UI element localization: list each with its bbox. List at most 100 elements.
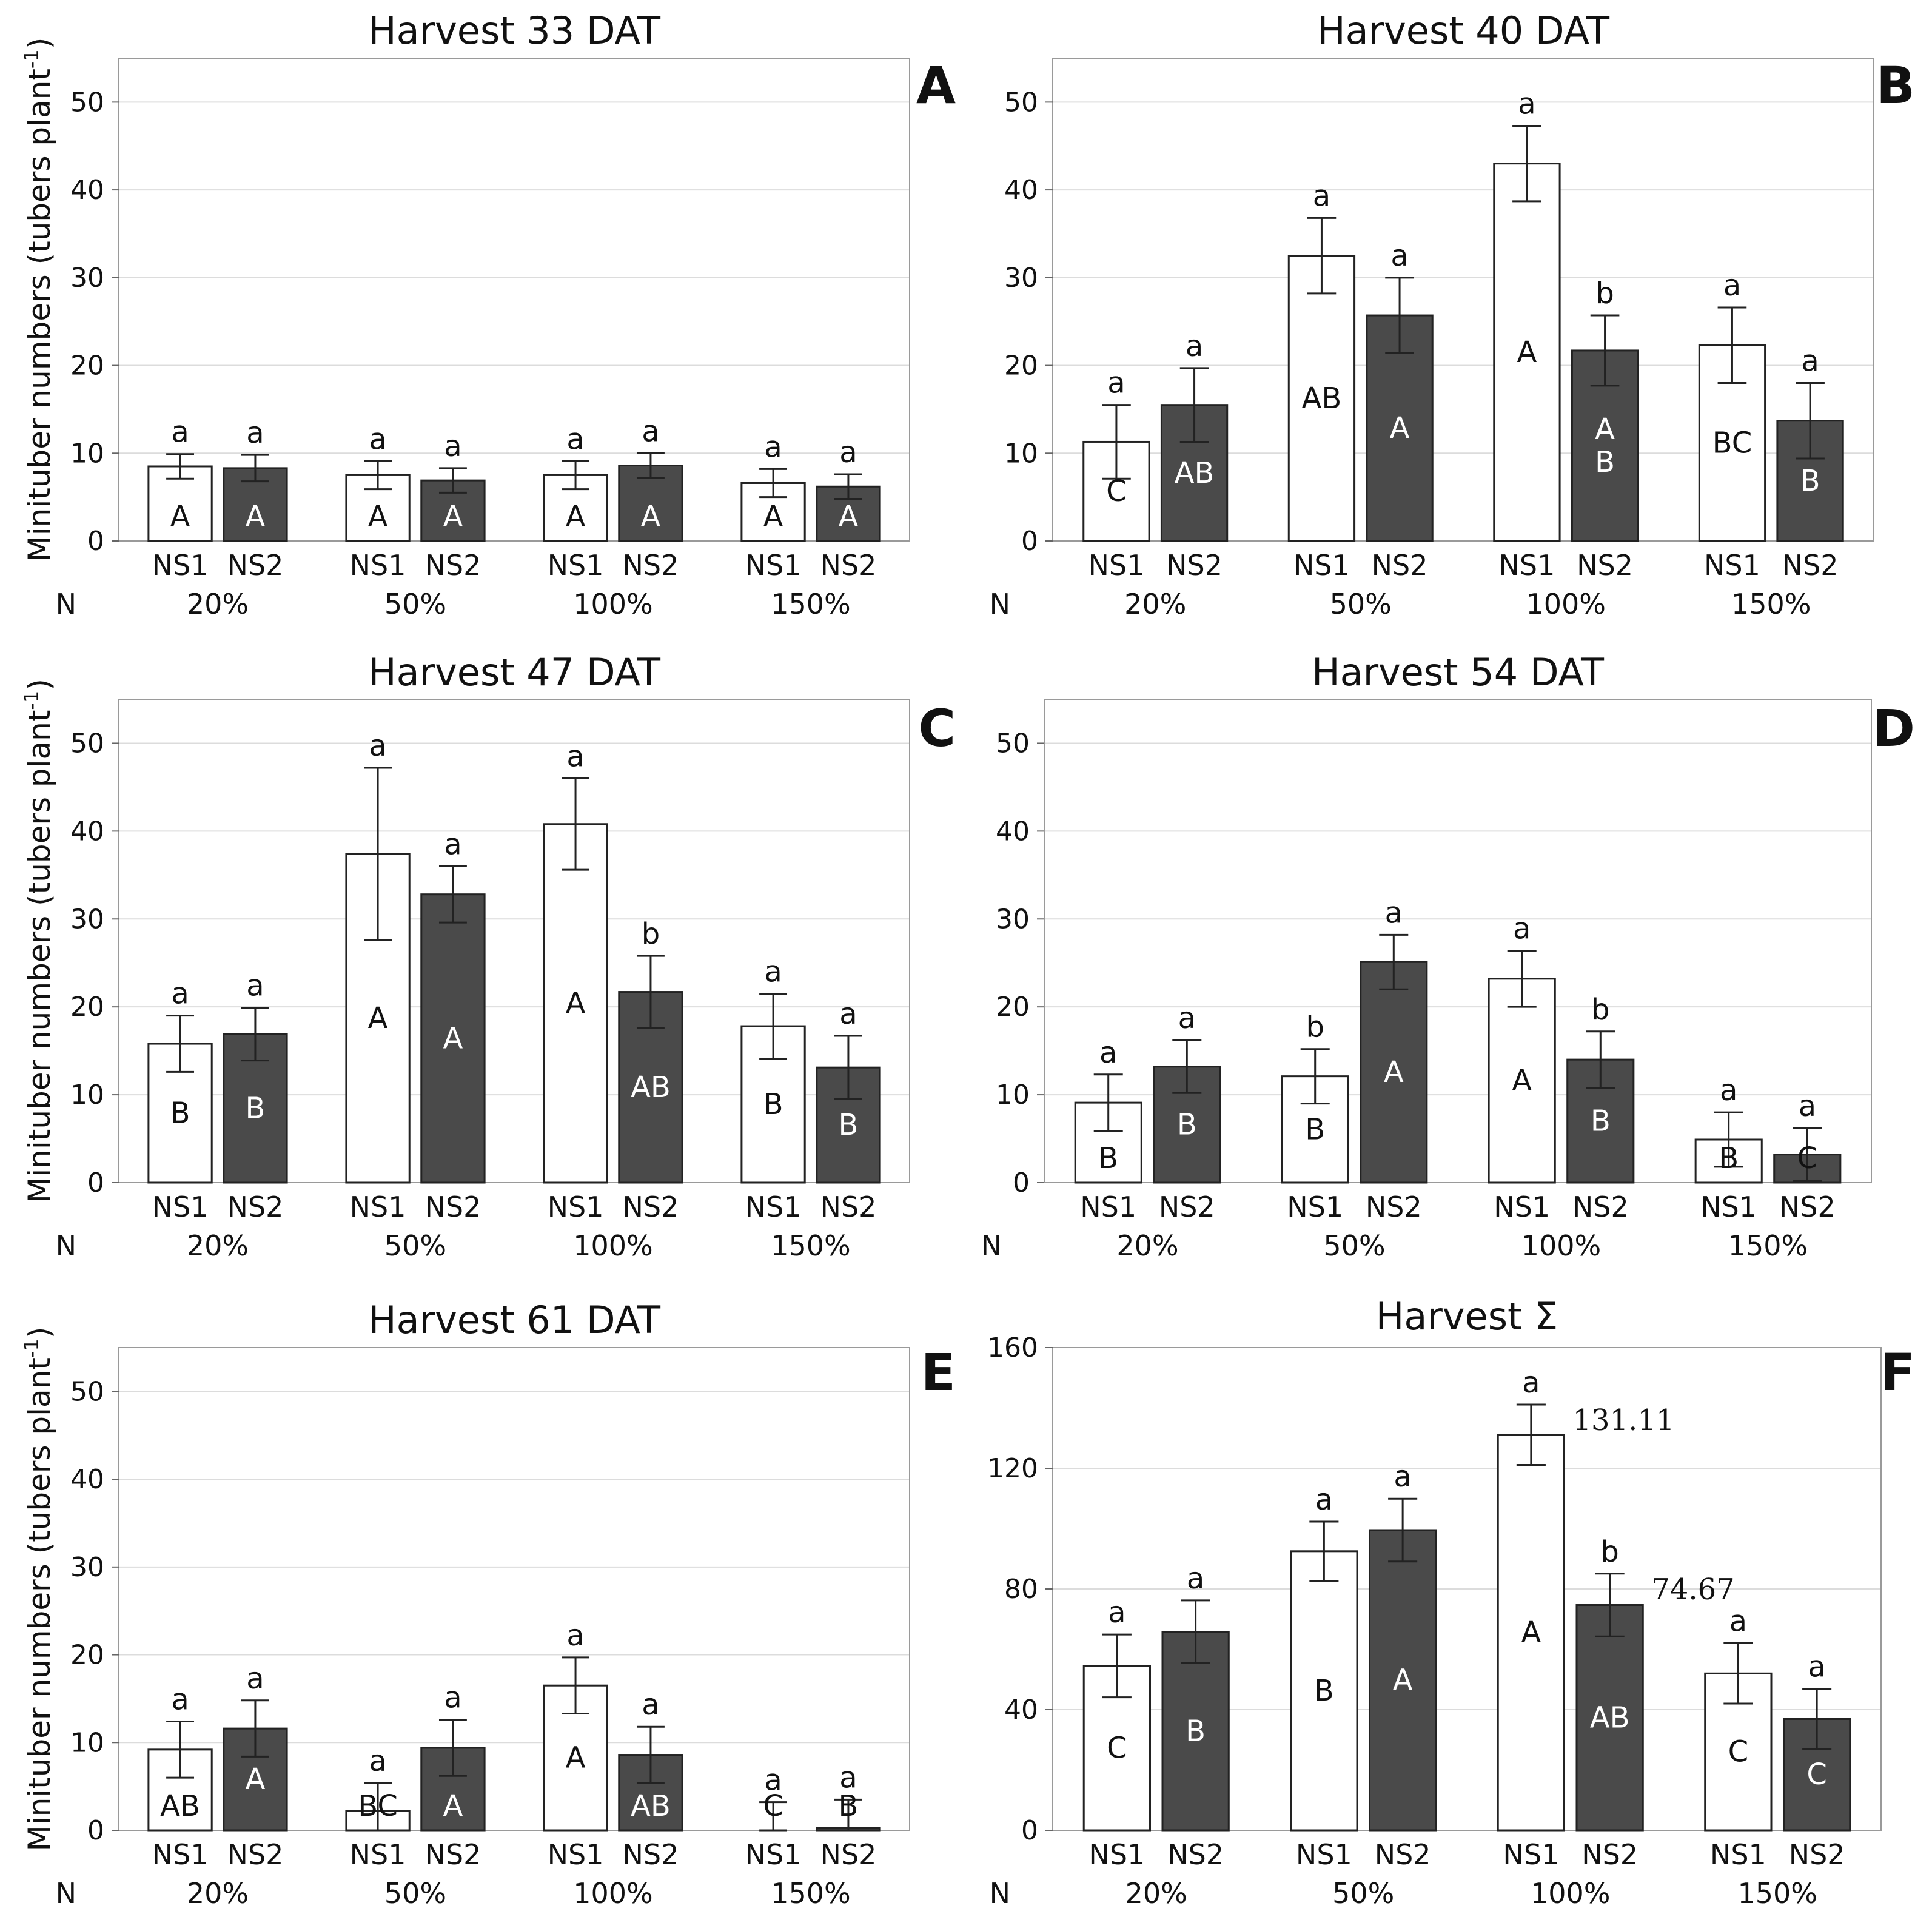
significance-uppercase: B <box>838 1108 858 1142</box>
significance-lowercase: a <box>171 977 189 1011</box>
y-tick-label: 40 <box>996 816 1030 847</box>
group-label: 100% <box>1531 1877 1611 1910</box>
y-tick-label: 20 <box>70 992 104 1023</box>
series-tick-label: NS2 <box>1375 1838 1431 1871</box>
series-tick-label: NS1 <box>1296 1838 1352 1871</box>
group-label: 150% <box>1731 588 1811 620</box>
significance-lowercase: a <box>839 1761 857 1795</box>
significance-lowercase: a <box>1099 1036 1117 1070</box>
n-axis-label: N <box>981 1229 1002 1262</box>
series-tick-label: NS2 <box>227 1838 283 1871</box>
significance-uppercase: C <box>1107 1731 1127 1765</box>
chart-title: Harvest 47 DAT <box>368 650 661 694</box>
series-tick-label: NS1 <box>350 549 406 582</box>
chart-title: Harvest Σ <box>1376 1294 1558 1338</box>
significance-uppercase: A <box>1512 1064 1532 1098</box>
chart-panel-e: 0 10 20 30 40 50 Harvest 61 DAT E Minituber numb… <box>20 1298 956 1910</box>
chart-title: Harvest 33 DAT <box>368 8 661 53</box>
group-label: 50% <box>384 588 446 620</box>
significance-uppercase: B <box>1186 1714 1206 1748</box>
chart-panel-f: 0 40 80 120 160 Harvest Σ F N 20% NS1 a C NS2 a B 50% NS… <box>987 1294 1915 1910</box>
series-tick-label: NS1 <box>548 549 604 582</box>
significance-lowercase: a <box>566 422 584 456</box>
significance-lowercase: a <box>1385 896 1403 930</box>
significance-lowercase: a <box>1518 87 1535 121</box>
group-label: 50% <box>1332 1877 1394 1910</box>
y-tick-label: 0 <box>87 1815 104 1846</box>
group-label: 150% <box>771 1229 851 1262</box>
significance-lowercase: a <box>1720 1073 1737 1107</box>
significance-uppercase: B <box>170 1096 190 1130</box>
y-tick-label: 10 <box>70 1080 104 1110</box>
y-axis-label: Minituber numbers (tubers plant-1) <box>20 679 57 1203</box>
series-tick-label: NS2 <box>1366 1191 1422 1223</box>
y-tick-label: 20 <box>70 1640 104 1671</box>
significance-uppercase: A <box>1384 1055 1404 1089</box>
series-tick-label: NS2 <box>820 549 876 582</box>
significance-lowercase: a <box>1801 344 1819 378</box>
y-tick-label: 40 <box>70 175 104 206</box>
significance-lowercase: a <box>1313 179 1330 213</box>
significance-lowercase: a <box>1108 1596 1125 1630</box>
series-tick-label: NS1 <box>745 549 802 582</box>
plot-frame <box>118 1347 910 1831</box>
series-tick-label: NS2 <box>1159 1191 1215 1223</box>
group-label: 50% <box>384 1877 446 1910</box>
bar-ns1 <box>1488 978 1556 1184</box>
y-tick-label: 10 <box>1004 438 1038 469</box>
significance-lowercase: a <box>764 1764 782 1798</box>
y-tick-label: 50 <box>996 728 1030 759</box>
value-annotation: 74.67 <box>1651 1573 1734 1607</box>
significance-lowercase: a <box>1394 1460 1411 1494</box>
significance-uppercase: A <box>763 500 783 534</box>
series-tick-label: NS2 <box>820 1838 876 1871</box>
series-tick-label: NS1 <box>1293 549 1350 582</box>
y-tick-label: 0 <box>1013 1167 1030 1198</box>
y-tick-label: 160 <box>987 1332 1038 1363</box>
y-tick-label: 40 <box>1004 175 1038 206</box>
significance-uppercase: C <box>1106 474 1127 508</box>
significance-uppercase: B <box>1800 464 1820 498</box>
significance-uppercase: B <box>1591 1104 1611 1138</box>
plot-frame <box>118 58 910 542</box>
series-tick-label: NS1 <box>350 1838 406 1871</box>
bar-ns1 <box>1497 1434 1566 1832</box>
y-axis-label: Minituber numbers (tubers plant-1) <box>20 1327 57 1852</box>
series-tick-label: NS1 <box>152 1838 209 1871</box>
significance-uppercase: B <box>1719 1141 1739 1175</box>
series-tick-label: NS1 <box>1287 1191 1343 1223</box>
group-label: 50% <box>1323 1229 1385 1262</box>
significance-uppercase: C <box>763 1789 783 1823</box>
significance-lowercase: a <box>1107 366 1125 400</box>
significance-uppercase: BC <box>358 1789 398 1823</box>
chart-panel-c: 0 10 20 30 40 50 Harvest 47 DAT C Minituber numb… <box>20 650 956 1262</box>
series-tick-label: NS1 <box>548 1838 604 1871</box>
chart-panel-a: 0 10 20 30 40 50 Harvest 33 DAT A Minituber numb… <box>20 8 956 620</box>
y-tick-label: 30 <box>70 1552 104 1583</box>
significance-uppercase: AB <box>631 1789 671 1823</box>
significance-uppercase: A <box>839 500 859 534</box>
significance-lowercase: a <box>1178 1001 1196 1035</box>
significance-lowercase: a <box>246 416 264 450</box>
y-tick-label: 20 <box>996 992 1030 1023</box>
significance-uppercase: AB <box>631 1070 671 1104</box>
panel-letter: C <box>918 699 956 758</box>
significance-lowercase: a <box>1513 912 1531 945</box>
y-tick-label: 10 <box>70 1727 104 1758</box>
series-tick-label: NS2 <box>622 1838 679 1871</box>
y-tick-label: 120 <box>987 1453 1038 1484</box>
significance-uppercase: A <box>566 986 586 1020</box>
significance-lowercase: a <box>642 1688 659 1722</box>
significance-lowercase: a <box>839 435 857 469</box>
significance-uppercase: A <box>368 500 388 534</box>
significance-lowercase: a <box>246 1662 264 1696</box>
y-tick-label: 0 <box>87 1167 104 1198</box>
significance-lowercase: a <box>566 1619 584 1653</box>
series-tick-label: NS2 <box>622 1191 679 1223</box>
n-axis-label: N <box>990 588 1010 620</box>
significance-uppercase: AB <box>1175 456 1215 490</box>
y-tick-label: 20 <box>70 351 104 381</box>
significance-lowercase: a <box>566 739 584 773</box>
